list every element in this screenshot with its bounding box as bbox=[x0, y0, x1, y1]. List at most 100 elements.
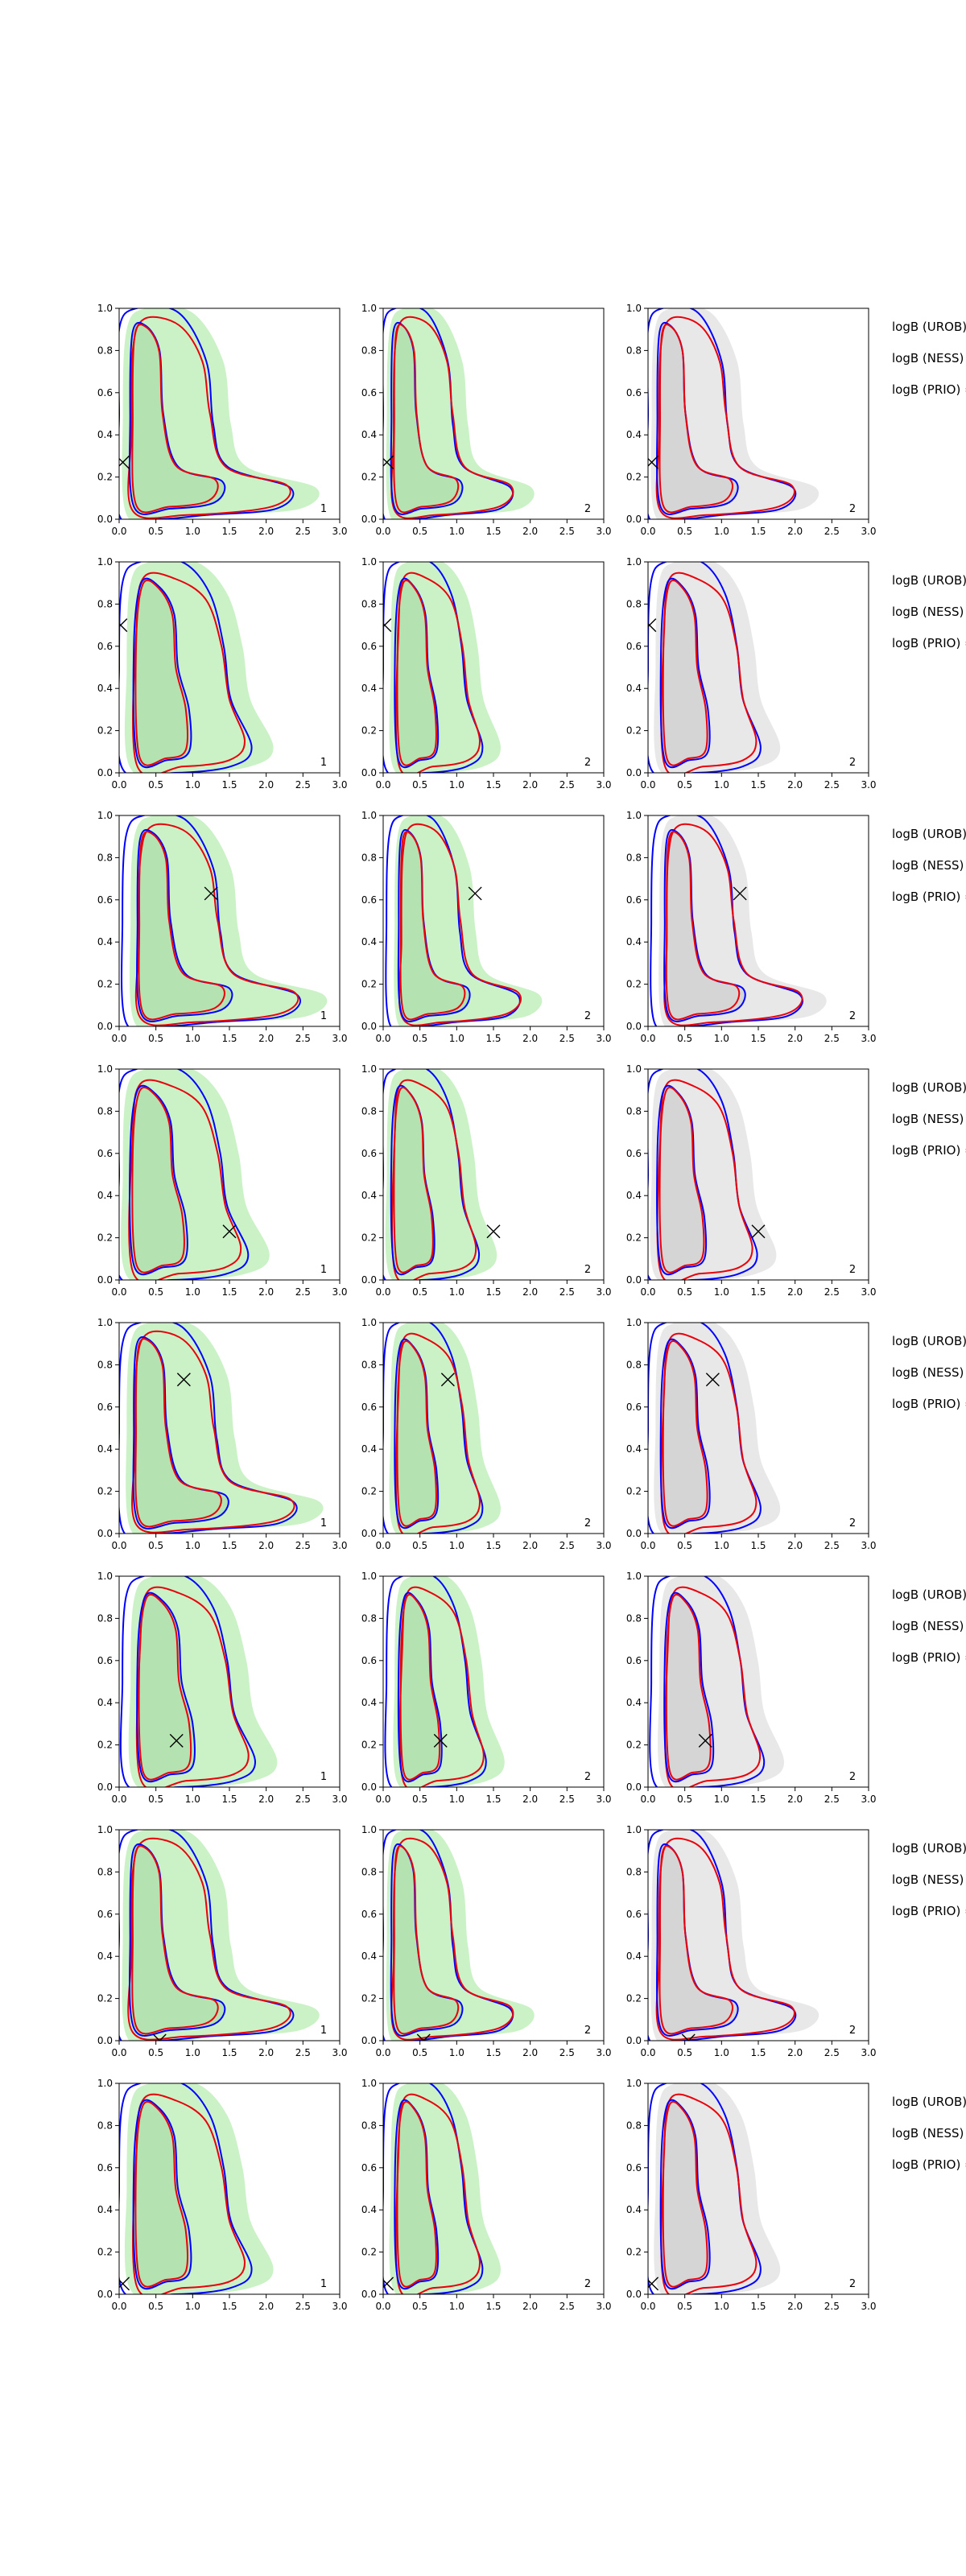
x-tick-label: 2.0 bbox=[787, 1286, 803, 1298]
panel-r5-c2: 0.0 0.5 1.0 1.5 2.0 2.5 3.0 0.0 0.2 0.4 0.6 0.8 1.0 2 bbox=[361, 1317, 612, 1551]
blue-inner-contour bbox=[136, 1591, 196, 1783]
density-inner-fill bbox=[129, 1843, 225, 2036]
y-tick-label: 0.8 bbox=[97, 1866, 113, 1877]
true-value-marker bbox=[440, 1373, 455, 1387]
density-inner-fill bbox=[660, 2099, 710, 2289]
density-inner-fill bbox=[133, 2099, 192, 2289]
true-value-marker bbox=[119, 455, 130, 469]
x-tick-label: 3.0 bbox=[332, 1540, 347, 1551]
true-value-marker bbox=[119, 2277, 130, 2291]
blue-outer-contour bbox=[648, 1069, 758, 1280]
y-tick-label: 0.6 bbox=[97, 641, 113, 652]
y-tick-label: 1.0 bbox=[626, 1824, 642, 1835]
panel-r1-c2: 0.0 0.5 1.0 1.5 2.0 2.5 3.0 0.0 0.2 0.4 0.6 0.8 1.0 2 bbox=[361, 303, 612, 537]
x-tick-label: 0.5 bbox=[412, 2301, 427, 2312]
x-tick-label: 0.0 bbox=[375, 1794, 390, 1805]
x-tick-label: 1.5 bbox=[485, 1033, 501, 1044]
y-tick-label: 0.4 bbox=[361, 429, 377, 440]
x-tick-label: 2.5 bbox=[824, 1540, 840, 1551]
y-tick-label: 0.4 bbox=[97, 683, 113, 694]
x-tick-label: 2.0 bbox=[258, 1286, 274, 1298]
x-tick-label: 2.5 bbox=[824, 779, 840, 791]
panel-r2-c2: 0.0 0.5 1.0 1.5 2.0 2.5 3.0 0.0 0.2 0.4 0.6 0.8 1.0 2 bbox=[361, 556, 612, 791]
x-tick-label: 0.0 bbox=[375, 1033, 390, 1044]
y-tick-label: 1.0 bbox=[626, 2078, 642, 2089]
true-value-marker bbox=[751, 1224, 766, 1239]
panel-r1-c1: 0.0 0.5 1.0 1.5 2.0 2.5 3.0 0.0 0.2 0.4 0.6 0.8 1.0 1 bbox=[97, 303, 348, 537]
panel-label: 2 bbox=[584, 2278, 591, 2290]
x-tick-label: 3.0 bbox=[596, 1794, 611, 1805]
red-inner-contour bbox=[131, 324, 219, 514]
y-tick-label: 0.0 bbox=[361, 2289, 377, 2300]
x-tick-label: 2.0 bbox=[787, 526, 803, 537]
x-tick-label: 0.5 bbox=[412, 1540, 427, 1551]
x-tick-label: 2.5 bbox=[559, 1033, 575, 1044]
y-tick-label: 0.6 bbox=[626, 1909, 642, 1920]
y-tick-label: 0.2 bbox=[361, 1740, 377, 1751]
x-tick-label: 0.0 bbox=[111, 526, 126, 537]
y-tick-label: 0.4 bbox=[626, 1697, 642, 1708]
panel-label: 1 bbox=[320, 1010, 327, 1022]
panel-r6-c3: 0.0 0.5 1.0 1.5 2.0 2.5 3.0 0.0 0.2 0.4 0.6 0.8 1.0 2 bbox=[626, 1571, 877, 1805]
y-tick-label: 1.0 bbox=[97, 1824, 113, 1835]
y-tick-label: 0.8 bbox=[626, 1612, 642, 1624]
y-tick-label: 0.0 bbox=[97, 1274, 113, 1286]
blue-outer-contour bbox=[383, 1069, 481, 1280]
x-tick-label: 2.5 bbox=[295, 1794, 311, 1805]
x-tick-label: 2.0 bbox=[522, 2301, 538, 2312]
x-tick-label: 0.5 bbox=[412, 526, 427, 537]
panel-label: 2 bbox=[849, 1517, 856, 1530]
y-tick-label: 0.6 bbox=[361, 1402, 377, 1413]
blue-outer-contour bbox=[119, 1069, 250, 1280]
x-tick-label: 0.5 bbox=[148, 1033, 163, 1044]
x-tick-label: 1.5 bbox=[485, 526, 501, 537]
red-inner-contour bbox=[658, 1845, 733, 2035]
x-tick-label: 3.0 bbox=[596, 2047, 611, 2058]
x-tick-label: 0.5 bbox=[148, 1286, 163, 1298]
x-tick-label: 0.0 bbox=[640, 1794, 655, 1805]
panel-r6-c1: 0.0 0.5 1.0 1.5 2.0 2.5 3.0 0.0 0.2 0.4 0.6 0.8 1.0 1 bbox=[97, 1571, 348, 1805]
y-tick-label: 0.6 bbox=[361, 641, 377, 652]
y-tick-label: 0.8 bbox=[626, 345, 642, 356]
red-inner-contour bbox=[665, 1593, 712, 1781]
density-inner-fill bbox=[129, 1085, 188, 1275]
true-value-marker bbox=[648, 455, 659, 469]
red-outer-contour bbox=[128, 1079, 242, 1280]
blue-inner-contour bbox=[659, 1338, 711, 1530]
y-tick-label: 0.0 bbox=[361, 1781, 377, 1793]
density-inner-fill bbox=[394, 2099, 439, 2289]
y-tick-label: 0.6 bbox=[97, 1655, 113, 1666]
blue-inner-contour bbox=[663, 1591, 715, 1783]
y-tick-label: 1.0 bbox=[626, 1571, 642, 1582]
x-tick-label: 1.5 bbox=[221, 2047, 237, 2058]
x-tick-label: 3.0 bbox=[596, 1033, 611, 1044]
x-tick-label: 2.0 bbox=[258, 1033, 274, 1044]
x-tick-label: 1.5 bbox=[221, 526, 237, 537]
y-tick-label: 0.4 bbox=[626, 2204, 642, 2215]
x-tick-label: 2.5 bbox=[824, 1794, 840, 1805]
x-tick-label: 2.5 bbox=[559, 2047, 575, 2058]
y-tick-label: 0.8 bbox=[361, 345, 377, 356]
x-tick-label: 1.0 bbox=[185, 1286, 200, 1298]
y-tick-label: 0.0 bbox=[97, 1528, 113, 1539]
density-inner-fill bbox=[394, 1339, 439, 1529]
y-tick-label: 1.0 bbox=[97, 303, 113, 314]
y-tick-label: 0.4 bbox=[626, 1443, 642, 1455]
x-tick-label: 2.0 bbox=[258, 1540, 274, 1551]
y-tick-label: 0.2 bbox=[626, 725, 642, 737]
panel-r7-c2: 0.0 0.5 1.0 1.5 2.0 2.5 3.0 0.0 0.2 0.4 0.6 0.8 1.0 2 bbox=[361, 1824, 612, 2058]
x-tick-label: 1.0 bbox=[449, 2301, 464, 2312]
y-tick-label: 0.6 bbox=[361, 2162, 377, 2174]
panel-label: 2 bbox=[849, 2278, 856, 2290]
y-tick-label: 0.2 bbox=[97, 1232, 113, 1244]
blue-outer-contour bbox=[119, 1576, 257, 1787]
x-tick-label: 1.5 bbox=[750, 779, 766, 791]
x-tick-label: 0.0 bbox=[640, 2047, 655, 2058]
x-tick-label: 2.0 bbox=[522, 1033, 538, 1044]
y-tick-label: 0.4 bbox=[97, 1190, 113, 1201]
x-tick-label: 3.0 bbox=[596, 526, 611, 537]
y-tick-label: 0.8 bbox=[97, 1105, 113, 1117]
y-tick-label: 1.0 bbox=[361, 303, 377, 314]
x-tick-label: 2.0 bbox=[522, 1286, 538, 1298]
